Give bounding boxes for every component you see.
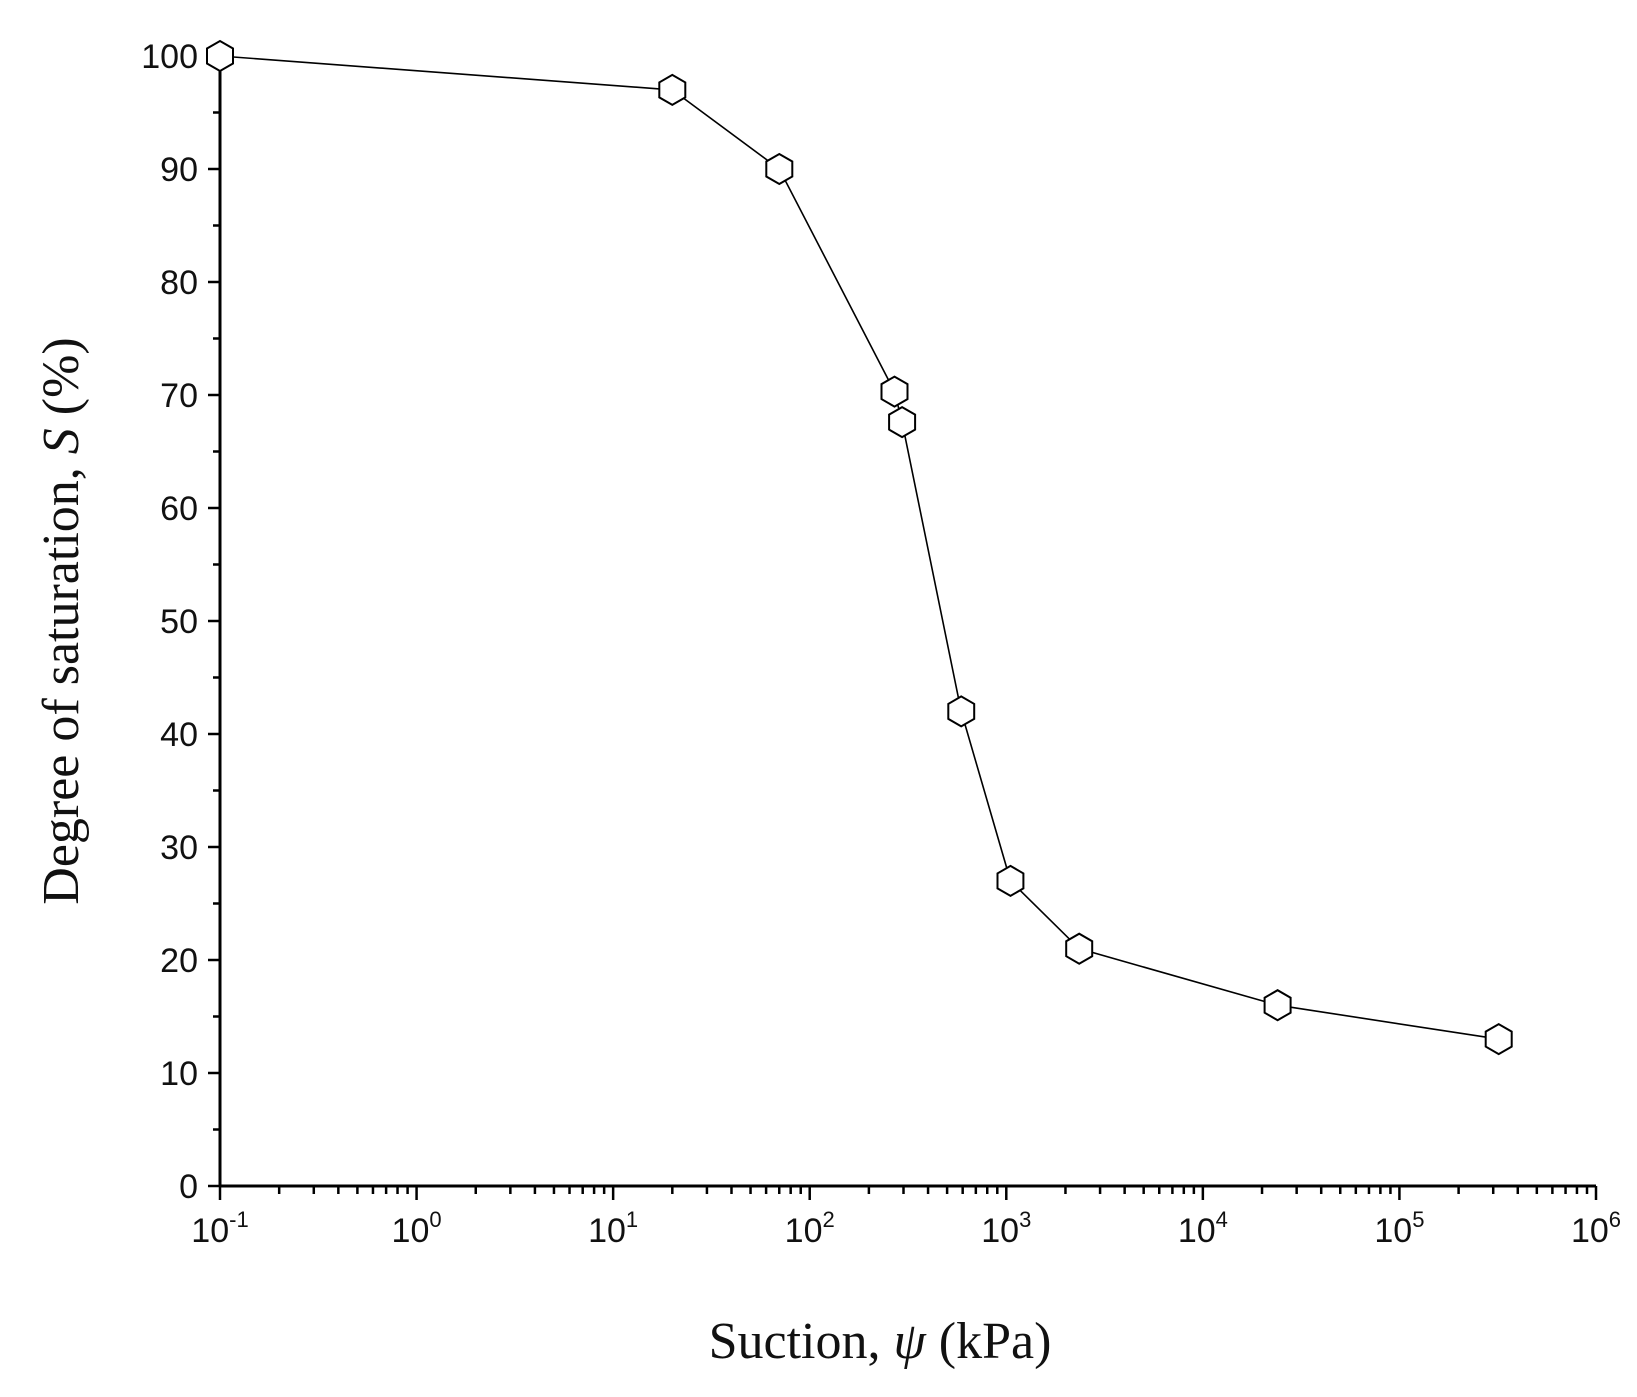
- x-tick-label: 103: [981, 1207, 1031, 1250]
- y-ticks: 0 10 20 30 40 50 60 70 80 90 100: [141, 38, 220, 1206]
- x-tick-label: 101: [588, 1207, 638, 1250]
- x-tick-label: 104: [1178, 1207, 1228, 1250]
- data-point: [765, 152, 794, 186]
- y-tick-label: 40: [160, 716, 198, 754]
- x-tick-label: 106: [1571, 1207, 1621, 1250]
- y-tick-label: 30: [160, 829, 198, 867]
- axes: [218, 56, 1596, 1188]
- y-tick-label: 80: [160, 264, 198, 302]
- y-tick-label: 50: [160, 603, 198, 641]
- data-point: [888, 405, 917, 439]
- data-point: [658, 73, 687, 107]
- series-group: [206, 39, 1513, 1056]
- y-tick-label: 60: [160, 490, 198, 528]
- data-point: [947, 695, 976, 728]
- y-tick-label: 100: [141, 38, 198, 76]
- data-point: [1484, 1022, 1513, 1056]
- x-axis-title: Suction, ψ (kPa): [709, 1313, 1052, 1370]
- x-tick-label: 105: [1374, 1207, 1424, 1250]
- x-tick-label: 100: [392, 1207, 442, 1250]
- data-point: [206, 39, 234, 73]
- x-ticks: 10-1 100 101 102 103 104 105 106: [191, 1186, 1621, 1250]
- y-tick-label: 90: [160, 151, 198, 189]
- x-tick-label: 102: [785, 1207, 835, 1250]
- y-tick-label: 70: [160, 377, 198, 415]
- y-axis-title: Degree of saturation, S (%): [33, 337, 90, 904]
- data-point: [1263, 989, 1292, 1022]
- data-point: [1065, 932, 1094, 965]
- data-point: [996, 864, 1025, 898]
- y-tick-label: 10: [160, 1055, 198, 1093]
- series-line: [219, 55, 1499, 1040]
- data-point: [880, 375, 909, 408]
- x-tick-label: 10-1: [191, 1207, 248, 1250]
- y-tick-label: 0: [179, 1168, 198, 1206]
- y-tick-label: 20: [160, 942, 198, 980]
